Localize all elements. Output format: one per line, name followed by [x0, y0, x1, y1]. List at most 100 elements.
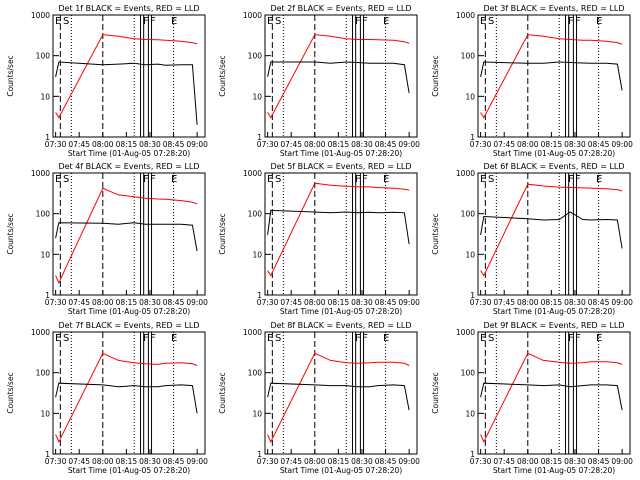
x-tick-label: 08:00	[304, 457, 326, 466]
y-axis-label: Counts/sec	[6, 55, 15, 96]
panel-title: Det 1f BLACK = Events, RED = LLD	[58, 4, 199, 13]
plot-frame	[264, 331, 418, 455]
y-tick-label: 1	[45, 291, 50, 300]
y-tick-label: 100	[36, 210, 51, 219]
x-tick-label: 07:30	[470, 140, 492, 149]
flag-label: S	[275, 174, 281, 185]
flag-label: S	[275, 333, 281, 344]
x-tick-label: 07:45	[280, 140, 302, 149]
series-line-events	[480, 382, 623, 411]
panel-title: Det 7f BLACK = Events, RED = LLD	[58, 321, 199, 330]
y-tick-label: 10	[252, 250, 262, 259]
x-tick-label: 07:45	[493, 140, 515, 149]
flag-label: F	[568, 174, 574, 185]
x-axis-label: Start Time (01-Aug-05 07:28:20)	[280, 307, 402, 316]
panel-title: Det 3f BLACK = Events, RED = LLD	[483, 4, 624, 13]
x-tick-label: 08:15	[541, 457, 563, 466]
flag-label: F	[568, 333, 574, 344]
series-line-events	[480, 61, 623, 91]
x-axis-label: Start Time (01-Aug-05 07:28:20)	[493, 307, 615, 316]
series-line-events	[480, 211, 623, 249]
flag-label: F	[150, 333, 156, 344]
flag-label: F	[355, 333, 361, 344]
flag-label: S	[275, 16, 281, 27]
y-axis-label: Counts/sec	[218, 372, 227, 413]
y-tick-label: 1	[470, 450, 475, 459]
x-tick-label: 08:30	[139, 140, 161, 149]
flag-label: F	[362, 333, 368, 344]
flag-label: E	[480, 16, 486, 27]
flag-label: E	[55, 16, 61, 27]
y-tick-label: 1000	[456, 169, 475, 178]
flag-label: S	[63, 333, 69, 344]
panel-title: Det 4f BLACK = Events, RED = LLD	[58, 162, 199, 171]
x-tick-label: 08:15	[328, 140, 350, 149]
x-tick-label: 08:15	[116, 140, 138, 149]
x-tick-label: 08:45	[163, 298, 185, 307]
y-tick-label: 100	[461, 369, 476, 378]
x-axis-label: Start Time (01-Aug-05 07:28:20)	[280, 149, 402, 158]
x-tick-label: 09:00	[398, 140, 420, 149]
x-tick-label: 08:15	[116, 457, 138, 466]
flag-label: F	[362, 16, 368, 27]
x-tick-label: 08:00	[517, 457, 539, 466]
y-tick-label: 10	[40, 250, 50, 259]
flag-label: E	[383, 174, 389, 185]
flag-label: S	[63, 174, 69, 185]
flag-label: F	[150, 16, 156, 27]
x-tick-label: 09:00	[186, 457, 208, 466]
x-tick-label: 07:45	[493, 457, 515, 466]
series-line-lld	[480, 34, 623, 119]
x-axis-label: Start Time (01-Aug-05 07:28:20)	[493, 466, 615, 475]
flag-label: E	[596, 16, 602, 27]
x-tick-label: 08:00	[92, 298, 114, 307]
x-tick-label: 07:30	[257, 298, 279, 307]
x-tick-label: 07:30	[257, 140, 279, 149]
x-tick-label: 08:30	[564, 140, 586, 149]
x-tick-label: 07:45	[68, 298, 90, 307]
y-tick-label: 100	[36, 52, 51, 61]
flag-label: F	[568, 16, 574, 27]
series-line-events	[267, 382, 410, 411]
series-line-events	[267, 209, 410, 245]
flag-label: F	[143, 16, 149, 27]
x-tick-label: 08:15	[328, 298, 350, 307]
flag-label: E	[171, 174, 177, 185]
x-tick-label: 08:15	[541, 298, 563, 307]
x-tick-label: 08:15	[328, 457, 350, 466]
x-tick-label: 09:00	[611, 140, 633, 149]
y-tick-label: 1	[470, 133, 475, 142]
y-tick-label: 1000	[243, 11, 262, 20]
flag-label: E	[55, 333, 61, 344]
panel-title: Det 9f BLACK = Events, RED = LLD	[483, 321, 624, 330]
x-tick-label: 07:30	[45, 298, 67, 307]
x-tick-label: 09:00	[611, 457, 633, 466]
x-axis-label: Start Time (01-Aug-05 07:28:20)	[68, 307, 190, 316]
x-tick-label: 07:45	[68, 457, 90, 466]
flag-label: F	[355, 16, 361, 27]
flag-label: E	[171, 333, 177, 344]
flag-label: E	[383, 16, 389, 27]
y-tick-label: 1	[257, 291, 262, 300]
plot-frame	[477, 172, 631, 296]
x-tick-label: 07:30	[257, 457, 279, 466]
panel-title: Det 5f BLACK = Events, RED = LLD	[270, 162, 411, 171]
y-tick-label: 100	[248, 52, 263, 61]
x-tick-label: 08:15	[116, 298, 138, 307]
flag-label: E	[267, 16, 273, 27]
series-line-events	[55, 382, 198, 414]
x-axis-label: Start Time (01-Aug-05 07:28:20)	[493, 149, 615, 158]
x-tick-label: 08:00	[92, 457, 114, 466]
flag-label: E	[480, 333, 486, 344]
flag-label: F	[150, 174, 156, 185]
y-tick-label: 1	[45, 133, 50, 142]
y-tick-label: 100	[248, 369, 263, 378]
y-tick-label: 1000	[243, 328, 262, 337]
y-tick-label: 1000	[456, 11, 475, 20]
x-axis-label: Start Time (01-Aug-05 07:28:20)	[280, 466, 402, 475]
x-tick-label: 08:45	[588, 298, 610, 307]
x-tick-label: 08:00	[304, 298, 326, 307]
flag-label: E	[267, 174, 273, 185]
y-tick-label: 100	[248, 210, 263, 219]
series-line-events	[55, 222, 198, 252]
